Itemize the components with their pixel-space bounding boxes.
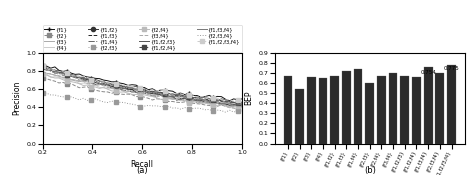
Bar [283,76,292,144]
X-axis label: Recall: Recall [131,160,154,169]
Bar [365,83,374,144]
Bar [342,71,351,144]
Bar [330,76,339,144]
Text: 0.754: 0.754 [420,70,436,75]
Y-axis label: BEP: BEP [244,91,253,105]
Bar [412,77,421,144]
Text: 0.775: 0.775 [444,66,459,71]
Text: (a): (a) [137,166,148,175]
Bar [401,76,409,144]
Bar [307,77,316,144]
Bar [354,69,363,144]
Bar [436,73,444,144]
Text: (b): (b) [364,166,376,175]
Y-axis label: Precision: Precision [12,81,21,115]
Bar [319,78,328,144]
Bar [295,89,304,144]
Bar [447,65,456,144]
Bar [377,76,386,144]
Bar [389,73,398,144]
Legend: {f1}, {f2}, {f3}, {f4}, {f1,f2}, {f1,f3}, {f1,f4}, {f2,f3}, {f2,f4}, {f3,f4}, {f: {f1}, {f2}, {f3}, {f4}, {f1,f2}, {f1,f3}… [43,25,242,52]
Bar [424,67,433,144]
